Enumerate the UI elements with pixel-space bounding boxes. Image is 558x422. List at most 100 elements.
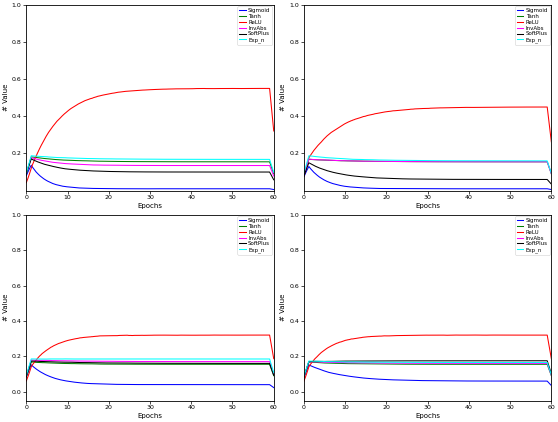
InvAbs [453, 361, 460, 366]
Y-axis label: # Value: # Value [280, 84, 286, 111]
Sigmoid [175, 382, 182, 387]
Sigmoid [171, 186, 178, 191]
SoftPlus [171, 170, 178, 175]
ReLU [232, 86, 238, 91]
X-axis label: Epochs: Epochs [415, 413, 440, 419]
Tanh [170, 159, 177, 164]
ReLU [266, 86, 273, 91]
Tanh [170, 362, 177, 367]
InvAbs [170, 359, 177, 364]
InvAbs [548, 171, 555, 176]
Exp_n [301, 168, 308, 173]
ReLU [170, 87, 176, 92]
SoftPlus [271, 373, 277, 378]
InvAbs [175, 359, 182, 364]
Exp_n [453, 360, 460, 365]
Exp_n [23, 373, 30, 378]
Exp_n [510, 360, 517, 365]
InvAbs [510, 361, 517, 366]
Sigmoid [248, 382, 255, 387]
Exp_n [248, 357, 255, 362]
SoftPlus [24, 371, 31, 376]
Sigmoid [449, 186, 455, 191]
Exp_n [271, 370, 277, 375]
SoftPlus [509, 358, 516, 363]
ReLU [170, 333, 177, 338]
Exp_n [510, 158, 517, 163]
InvAbs [526, 159, 532, 164]
Sigmoid [301, 373, 308, 378]
Y-axis label: # Value: # Value [280, 294, 286, 321]
ReLU [447, 333, 454, 338]
Tanh [232, 362, 239, 367]
Exp_n [23, 170, 30, 176]
SoftPlus [170, 170, 177, 175]
SoftPlus [548, 181, 555, 187]
Sigmoid [510, 186, 517, 191]
SoftPlus [23, 374, 30, 379]
ReLU [447, 105, 454, 110]
InvAbs [232, 359, 239, 364]
Y-axis label: # Value: # Value [3, 84, 9, 111]
InvAbs [171, 163, 178, 168]
ReLU [510, 333, 517, 338]
Line: ReLU: ReLU [26, 89, 274, 183]
SoftPlus [448, 177, 455, 182]
SoftPlus [24, 169, 31, 174]
Sigmoid [28, 162, 35, 168]
Legend: Sigmoid, Tanh, ReLU, InvAbs, SoftPlus, Exp_n: Sigmoid, Tanh, ReLU, InvAbs, SoftPlus, E… [238, 6, 272, 45]
InvAbs [301, 172, 307, 177]
ReLU [301, 171, 308, 176]
Line: InvAbs: InvAbs [304, 362, 551, 377]
Line: SoftPlus: SoftPlus [304, 361, 551, 377]
Exp_n [449, 360, 455, 365]
Tanh [449, 159, 455, 164]
ReLU [271, 128, 277, 133]
Exp_n [306, 153, 312, 158]
Sigmoid [548, 187, 555, 192]
ReLU [301, 376, 308, 381]
ReLU [271, 356, 277, 361]
Tanh [271, 373, 277, 378]
Sigmoid [453, 186, 460, 191]
Sigmoid [301, 174, 307, 179]
InvAbs [28, 155, 35, 160]
Tanh [306, 360, 312, 365]
SoftPlus [449, 177, 455, 182]
Exp_n [175, 357, 182, 362]
Exp_n [306, 359, 312, 364]
Y-axis label: # Value: # Value [3, 294, 9, 321]
Exp_n [301, 170, 307, 176]
InvAbs [301, 372, 308, 377]
SoftPlus [452, 358, 459, 363]
Exp_n [170, 157, 177, 162]
Exp_n [448, 158, 455, 163]
Tanh [248, 362, 255, 367]
SoftPlus [28, 359, 35, 364]
InvAbs [301, 374, 307, 379]
Exp_n [449, 158, 455, 163]
SoftPlus [175, 170, 182, 175]
Sigmoid [548, 383, 555, 388]
ReLU [509, 333, 516, 338]
ReLU [247, 86, 254, 91]
Sigmoid [271, 385, 277, 390]
SoftPlus [28, 156, 35, 161]
Exp_n [232, 157, 239, 162]
Exp_n [171, 157, 178, 162]
ReLU [448, 333, 455, 338]
InvAbs [526, 361, 532, 366]
Sigmoid [175, 186, 182, 191]
Tanh [548, 373, 555, 378]
ReLU [526, 333, 532, 338]
ReLU [452, 333, 459, 338]
Tanh [175, 159, 182, 164]
Exp_n [548, 171, 555, 176]
InvAbs [28, 357, 35, 362]
Line: Exp_n: Exp_n [26, 156, 274, 173]
Line: Tanh: Tanh [26, 362, 274, 377]
SoftPlus [171, 361, 178, 366]
InvAbs [306, 157, 312, 162]
Exp_n [453, 158, 460, 163]
Sigmoid [170, 186, 177, 191]
